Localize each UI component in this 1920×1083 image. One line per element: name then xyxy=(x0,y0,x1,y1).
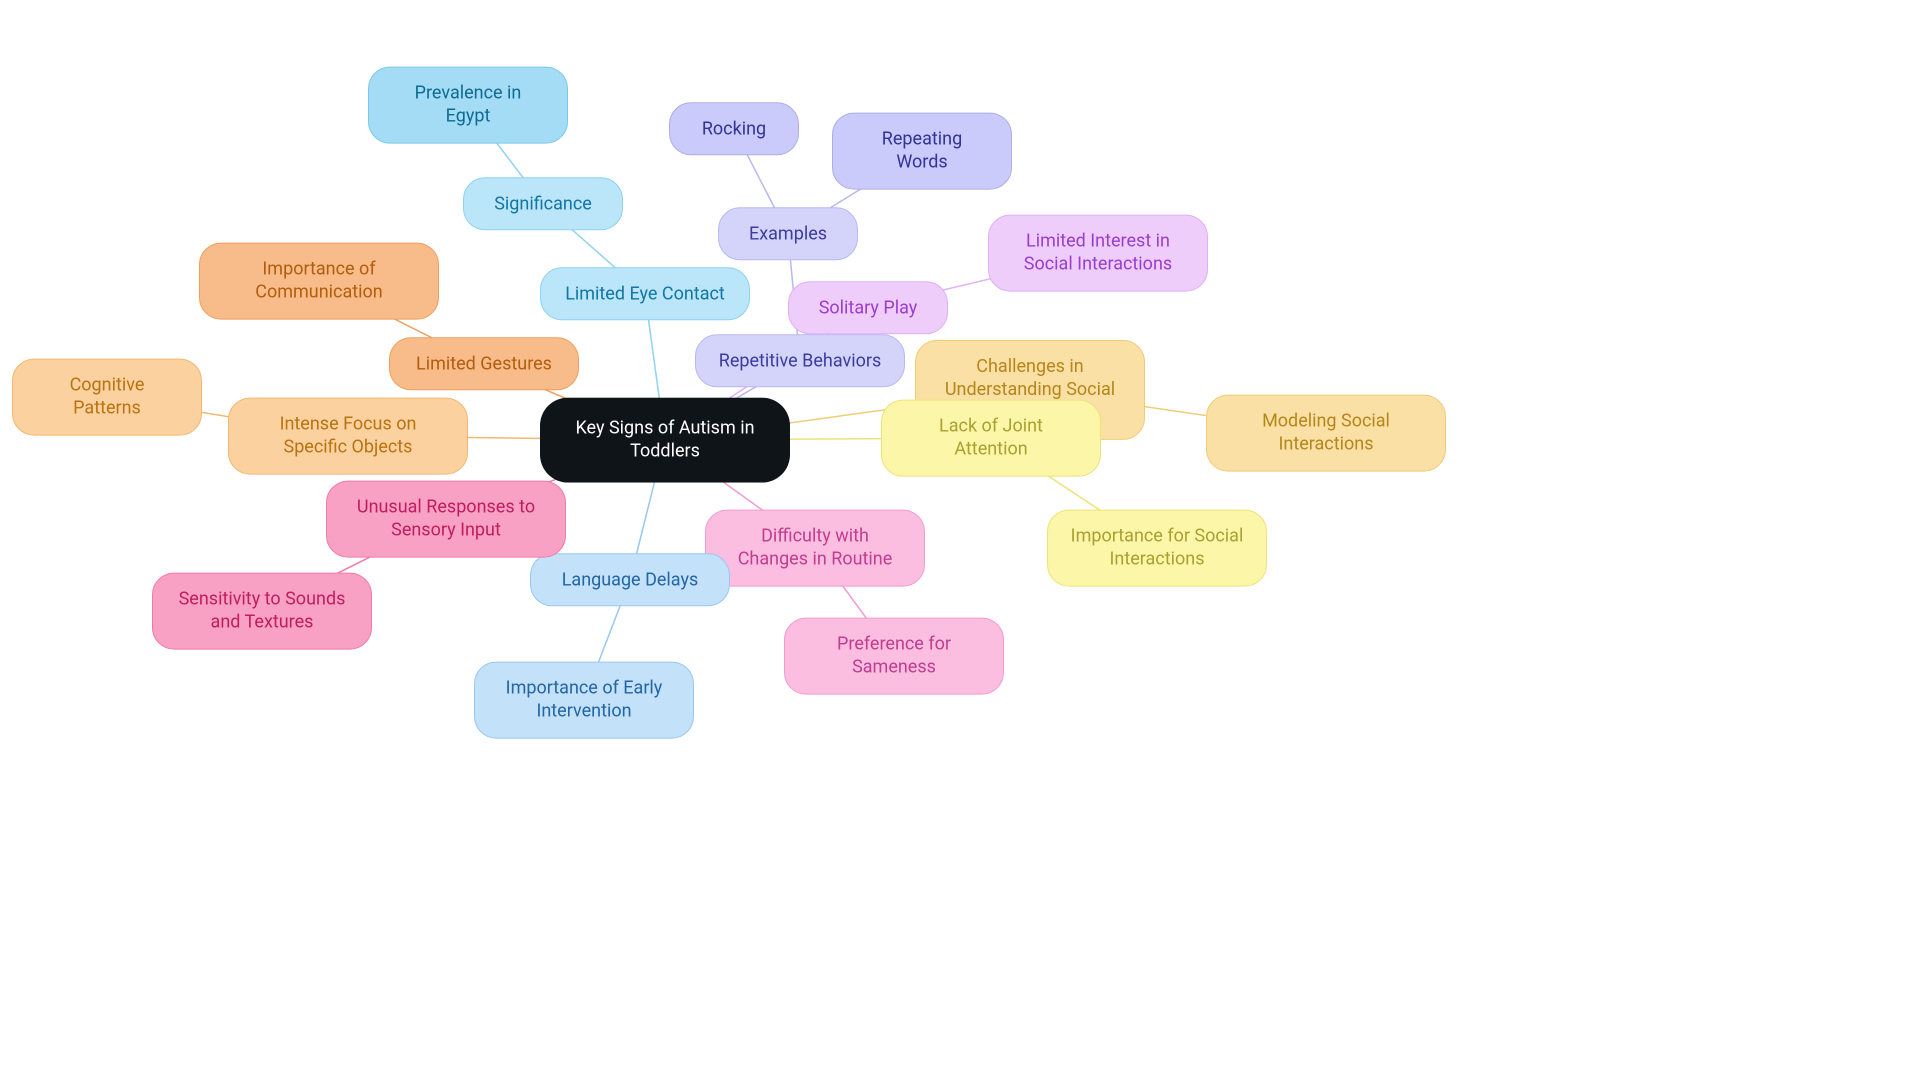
mindmap-node[interactable]: Importance for Social Interactions xyxy=(1047,510,1267,587)
mindmap-node[interactable]: Language Delays xyxy=(530,553,730,606)
mindmap-node[interactable]: Limited Eye Contact xyxy=(540,267,750,320)
node-label: Limited Gestures xyxy=(416,352,552,375)
node-label: Key Signs of Autism in Toddlers xyxy=(567,417,763,464)
mindmap-node[interactable]: Importance of Communication xyxy=(199,243,439,320)
node-label: Examples xyxy=(749,222,827,245)
node-label: Limited Eye Contact xyxy=(565,282,725,305)
mindmap-node[interactable]: Sensitivity to Sounds and Textures xyxy=(152,573,372,650)
node-label: Modeling Social Interactions xyxy=(1229,410,1423,457)
node-label: Significance xyxy=(494,192,592,215)
mindmap-node[interactable]: Rocking xyxy=(669,102,799,155)
node-label: Preference for Sameness xyxy=(807,633,981,680)
node-label: Unusual Responses to Sensory Input xyxy=(349,496,543,543)
node-label: Repetitive Behaviors xyxy=(719,349,882,372)
mindmap-node[interactable]: Limited Interest in Social Interactions xyxy=(988,215,1208,292)
mindmap-node[interactable]: Unusual Responses to Sensory Input xyxy=(326,481,566,558)
mindmap-node[interactable]: Solitary Play xyxy=(788,281,948,334)
node-label: Sensitivity to Sounds and Textures xyxy=(175,588,349,635)
node-label: Language Delays xyxy=(562,568,699,591)
mindmap-node[interactable]: Difficulty with Changes in Routine xyxy=(705,510,925,587)
center-node[interactable]: Key Signs of Autism in Toddlers xyxy=(540,398,790,483)
node-label: Repeating Words xyxy=(855,128,989,175)
mindmap-node[interactable]: Cognitive Patterns xyxy=(12,359,202,436)
mindmap-node[interactable]: Limited Gestures xyxy=(389,337,579,390)
mindmap-node[interactable]: Lack of Joint Attention xyxy=(881,400,1101,477)
mindmap-canvas: Key Signs of Autism in Toddlers Limited E… xyxy=(0,0,1920,1083)
node-label: Importance of Early Intervention xyxy=(497,677,671,724)
node-label: Difficulty with Changes in Routine xyxy=(728,525,902,572)
mindmap-node[interactable]: Importance of Early Intervention xyxy=(474,662,694,739)
node-label: Limited Interest in Social Interactions xyxy=(1011,230,1185,277)
mindmap-node[interactable]: Preference for Sameness xyxy=(784,618,1004,695)
mindmap-node[interactable]: Modeling Social Interactions xyxy=(1206,395,1446,472)
node-label: Cognitive Patterns xyxy=(35,374,179,421)
mindmap-node[interactable]: Repetitive Behaviors xyxy=(695,334,905,387)
node-label: Importance for Social Interactions xyxy=(1070,525,1244,572)
node-label: Rocking xyxy=(702,117,766,140)
mindmap-node[interactable]: Significance xyxy=(463,177,623,230)
mindmap-node[interactable]: Examples xyxy=(718,207,858,260)
node-label: Prevalence in Egypt xyxy=(391,82,545,129)
mindmap-node[interactable]: Intense Focus on Specific Objects xyxy=(228,398,468,475)
node-label: Importance of Communication xyxy=(222,258,416,305)
mindmap-node[interactable]: Repeating Words xyxy=(832,113,1012,190)
node-label: Lack of Joint Attention xyxy=(904,415,1078,462)
mindmap-node[interactable]: Prevalence in Egypt xyxy=(368,67,568,144)
node-label: Intense Focus on Specific Objects xyxy=(251,413,445,460)
node-label: Solitary Play xyxy=(819,296,918,319)
